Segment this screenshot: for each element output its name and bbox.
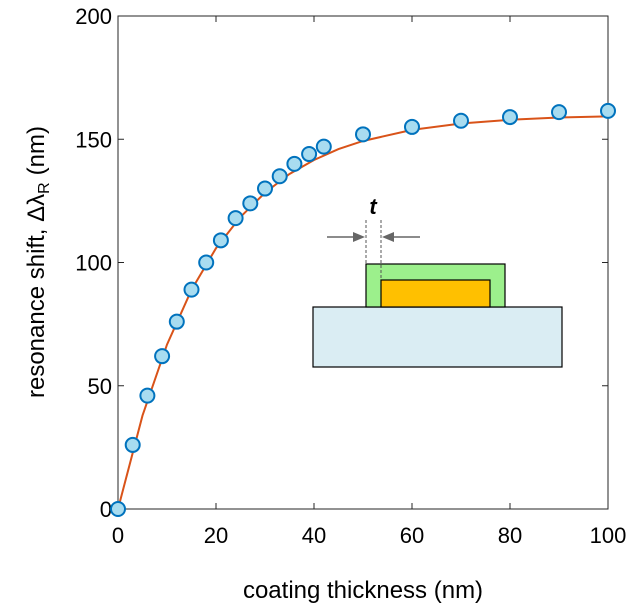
data-point (124, 436, 141, 453)
data-point (139, 387, 156, 404)
y-label-text: resonance shift, Δλ (23, 194, 50, 398)
y-tick-label: 50 (88, 374, 112, 399)
y-tick-label: 0 (100, 497, 112, 522)
data-point (183, 281, 200, 298)
y-tick-label: 150 (75, 127, 112, 152)
data-point (154, 348, 171, 365)
x-tick-label: 20 (204, 523, 228, 548)
x-tick-label: 40 (302, 523, 326, 548)
data-point (110, 501, 126, 517)
inset-diagram: t (312, 194, 563, 368)
axes-box (117, 15, 609, 510)
data-point (271, 168, 288, 185)
x-tick-label: 80 (498, 523, 522, 548)
data-point (502, 109, 518, 126)
data-point (551, 104, 567, 121)
inset-label: t (369, 194, 378, 219)
data-point (453, 112, 469, 129)
arrow-head (353, 232, 365, 242)
y-axis-label: resonance shift, ΔλR (nm) (23, 126, 53, 398)
data-point (227, 210, 244, 227)
data-point (257, 180, 273, 197)
data-point (315, 138, 332, 155)
x-axis-label: coating thickness (nm) (243, 577, 483, 604)
y-tick-label: 200 (75, 4, 112, 29)
data-point (198, 254, 215, 271)
arrow-head (382, 232, 394, 242)
y-label-subscript: R (36, 182, 53, 194)
data-point (301, 146, 318, 163)
plot-area: 0 50 100 150 200 0 20 40 60 80 100 (75, 4, 626, 548)
data-point (286, 155, 303, 172)
y-tick-label: 100 (75, 251, 112, 276)
x-tick-label: 60 (400, 523, 424, 548)
data-point (212, 232, 229, 249)
y-label-unit: (nm) (23, 126, 50, 175)
data-point (242, 195, 259, 212)
x-tick-label: 100 (590, 523, 627, 548)
data-point (355, 126, 371, 143)
x-tick-label: 0 (112, 523, 124, 548)
core (380, 279, 491, 308)
data-point (404, 118, 420, 135)
data-point (600, 102, 616, 119)
data-point (168, 313, 185, 330)
substrate (312, 306, 563, 368)
